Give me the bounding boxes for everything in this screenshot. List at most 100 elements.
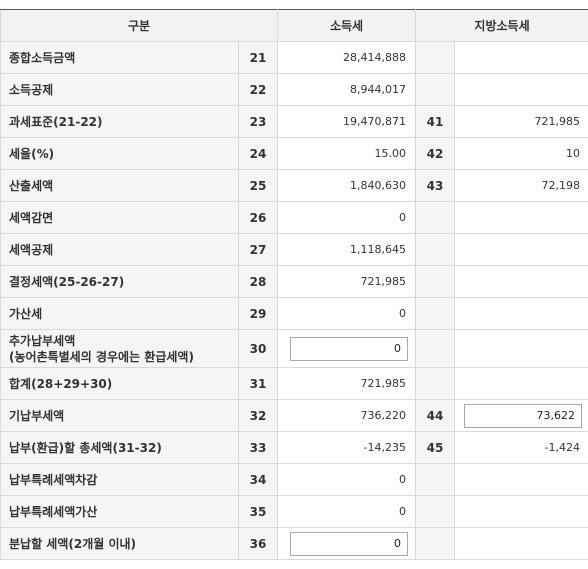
row-code: 34	[238, 463, 278, 496]
row-code: 23	[238, 105, 278, 138]
additional-tax-input[interactable]: 0	[290, 336, 408, 361]
installment-tax-input[interactable]: 0	[290, 531, 408, 556]
row-local-value: -1,424	[453, 431, 588, 464]
table-row: 합계(28+29+30) 31 721,985	[0, 367, 588, 400]
row-local-code	[415, 495, 455, 528]
row-local-code: 44	[415, 399, 455, 432]
row-label: 과세표준(21-22)	[0, 105, 239, 138]
local-prepaid-tax-input[interactable]: 73,622	[464, 403, 583, 428]
header-income-tax: 소득세	[277, 9, 416, 42]
row-local-code	[415, 367, 455, 400]
table-row: 추가납부세액 (농어촌특별세의 경우에는 환급세액) 30 0	[0, 329, 588, 368]
row-code: 33	[238, 431, 278, 464]
row-local-value	[453, 329, 588, 368]
row-local-value	[453, 201, 588, 234]
row-local-code: 42	[415, 137, 455, 170]
row-local-value: 721,985	[453, 105, 588, 138]
row-local-code	[415, 41, 455, 74]
row-label: 합계(28+29+30)	[0, 367, 239, 400]
row-local-value	[453, 233, 588, 266]
row-local-value	[453, 41, 588, 74]
row-local-code	[415, 329, 455, 368]
row-value: 1,118,645	[277, 233, 416, 266]
row-local-code	[415, 201, 455, 234]
table-row: 세율(%) 24 15.00 42 10	[0, 137, 588, 170]
row-value: 19,470,871	[277, 105, 416, 138]
table-row: 가산세 29 0	[0, 297, 588, 330]
row-label: 납부특례세액가산	[0, 495, 239, 528]
table-row: 과세표준(21-22) 23 19,470,871 41 721,985	[0, 105, 588, 138]
row-code: 24	[238, 137, 278, 170]
row-label: 세액감면	[0, 201, 239, 234]
table-row: 납부특례세액차감 34 0	[0, 463, 588, 496]
table-row: 기납부세액 32 736,220 44 73,622	[0, 399, 588, 432]
row-value-cell: 0	[277, 329, 416, 368]
row-code: 28	[238, 265, 278, 298]
row-value: 721,985	[277, 367, 416, 400]
row-local-code	[415, 297, 455, 330]
row-label: 납부(환급)할 총세액(31-32)	[0, 431, 239, 464]
row-code: 22	[238, 73, 278, 106]
row-local-value: 10	[453, 137, 588, 170]
row-label: 추가납부세액	[9, 333, 76, 348]
table-row: 분납할 세액(2개월 이내) 36 0	[0, 527, 588, 560]
row-code: 35	[238, 495, 278, 528]
row-code: 25	[238, 169, 278, 202]
table-row: 소득공제 22 8,944,017	[0, 73, 588, 106]
table-row: 세액감면 26 0	[0, 201, 588, 234]
row-local-value-cell: 73,622	[453, 399, 588, 432]
row-value: 0	[277, 297, 416, 330]
row-local-code	[415, 463, 455, 496]
table-row: 세액공제 27 1,118,645	[0, 233, 588, 266]
row-value: 721,985	[277, 265, 416, 298]
table-row: 납부특례세액가산 35 0	[0, 495, 588, 528]
row-label: 소득공제	[0, 73, 239, 106]
row-label: 결정세액(25-26-27)	[0, 265, 239, 298]
row-code: 27	[238, 233, 278, 266]
row-local-value	[453, 367, 588, 400]
table-row: 종합소득금액 21 28,414,888	[0, 41, 588, 74]
row-local-code: 43	[415, 169, 455, 202]
row-local-value	[453, 495, 588, 528]
table-row: 산출세액 25 1,840,630 43 72,198	[0, 169, 588, 202]
row-local-value	[453, 73, 588, 106]
row-label: 기납부세액	[0, 399, 239, 432]
row-label: 종합소득금액	[0, 41, 239, 74]
row-local-code	[415, 233, 455, 266]
header-category: 구분	[0, 9, 278, 42]
row-code: 21	[238, 41, 278, 74]
row-label: 가산세	[0, 297, 239, 330]
row-value-cell: 0	[277, 527, 416, 560]
row-local-code: 45	[415, 431, 455, 464]
row-local-value: 72,198	[453, 169, 588, 202]
row-label-sub: (농어촌특별세의 경우에는 환급세액)	[9, 349, 194, 364]
row-label: 세율(%)	[0, 137, 239, 170]
row-label: 세액공제	[0, 233, 239, 266]
row-code: 26	[238, 201, 278, 234]
row-value: 1,840,630	[277, 169, 416, 202]
row-code: 30	[238, 329, 278, 368]
row-value: 15.00	[277, 137, 416, 170]
tax-calculation-table: 구분 소득세 지방소득세 종합소득금액 21 28,414,888 소득공제 2…	[0, 9, 588, 560]
row-local-value	[453, 527, 588, 560]
row-value: 0	[277, 201, 416, 234]
row-local-code	[415, 265, 455, 298]
row-code: 32	[238, 399, 278, 432]
row-local-value	[453, 297, 588, 330]
row-value: 736,220	[277, 399, 416, 432]
row-local-value	[453, 265, 588, 298]
row-label-two-line: 추가납부세액 (농어촌특별세의 경우에는 환급세액)	[0, 329, 239, 368]
row-local-code: 41	[415, 105, 455, 138]
row-value: 0	[277, 463, 416, 496]
row-value: 8,944,017	[277, 73, 416, 106]
row-value: 0	[277, 495, 416, 528]
row-value: -14,235	[277, 431, 416, 464]
table-row: 결정세액(25-26-27) 28 721,985	[0, 265, 588, 298]
table-row: 납부(환급)할 총세액(31-32) 33 -14,235 45 -1,424	[0, 431, 588, 464]
row-local-code	[415, 73, 455, 106]
row-value: 28,414,888	[277, 41, 416, 74]
row-code: 31	[238, 367, 278, 400]
row-local-value	[453, 463, 588, 496]
row-code: 29	[238, 297, 278, 330]
table-header-row: 구분 소득세 지방소득세	[0, 9, 588, 42]
